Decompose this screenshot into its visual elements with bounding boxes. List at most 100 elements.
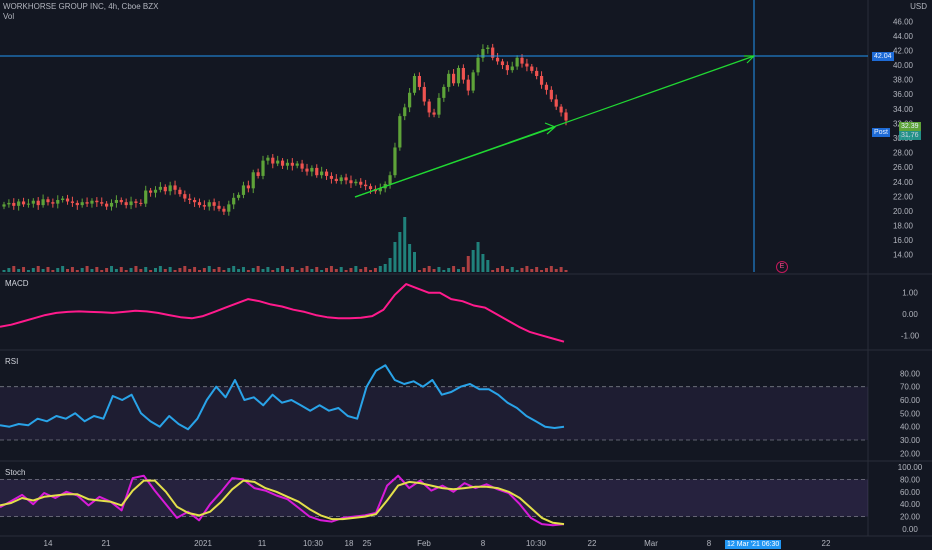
volume-bar xyxy=(329,266,333,272)
time-tick-label: 11 xyxy=(258,539,267,548)
volume-bar xyxy=(95,267,99,272)
volume-bar xyxy=(56,268,60,272)
volume-bar xyxy=(408,244,412,272)
trend-arrow-head-2 xyxy=(544,122,557,135)
volume-bar xyxy=(202,268,206,272)
volume-bar xyxy=(413,252,417,272)
volume-bar xyxy=(310,269,314,272)
time-tick-label: 22 xyxy=(822,539,831,548)
candle-body xyxy=(393,147,397,176)
candle-body xyxy=(471,72,475,91)
volume-bar xyxy=(281,266,285,272)
volume-bar xyxy=(139,269,143,272)
volume-bar xyxy=(403,217,407,272)
stoch-tick-label: 80.00 xyxy=(900,475,921,484)
volume-bar xyxy=(505,269,509,272)
candle-body xyxy=(2,204,6,207)
volume-bar xyxy=(251,268,255,272)
candle-body xyxy=(85,202,89,204)
macd-pane-label: MACD xyxy=(5,279,29,288)
candle-body xyxy=(192,200,197,203)
candle-body xyxy=(349,180,353,184)
candle-body xyxy=(408,92,412,108)
volume-bar xyxy=(261,269,265,272)
volume-bar xyxy=(119,267,123,272)
volume-bar xyxy=(491,270,495,272)
candle-body xyxy=(290,162,294,166)
stoch-tick-label: 60.00 xyxy=(900,488,921,497)
volume-bar xyxy=(114,269,118,272)
volume-bar xyxy=(197,270,201,272)
volume-bar xyxy=(26,270,30,272)
candle-body xyxy=(412,76,417,93)
volume-bar xyxy=(432,269,436,272)
candle-body xyxy=(520,57,524,64)
candle-body xyxy=(109,202,114,207)
candle-body xyxy=(310,167,314,172)
candle-body xyxy=(207,202,211,207)
stoch-tick-label: 100.00 xyxy=(898,463,923,472)
volume-bar xyxy=(378,266,382,272)
volume-bar xyxy=(227,268,231,272)
volume-bar xyxy=(437,267,441,272)
volume-bar xyxy=(75,270,79,272)
candle-body xyxy=(481,49,485,58)
stoch-k-line xyxy=(0,474,565,527)
volume-bar xyxy=(388,258,392,272)
volume-bar xyxy=(193,267,197,272)
price-tick-label: 34.00 xyxy=(893,105,914,114)
volume-bar xyxy=(456,269,460,272)
volume-bar xyxy=(70,267,74,272)
price-tick-label: 24.00 xyxy=(893,178,914,187)
volume-bar xyxy=(256,266,260,272)
time-tick-label: 22 xyxy=(588,539,597,548)
volume-bar xyxy=(549,266,553,272)
price-tick-label: 22.00 xyxy=(893,192,914,201)
candle-body xyxy=(535,70,539,76)
candle-body xyxy=(197,202,202,206)
candle-body xyxy=(70,201,75,203)
volume-bar xyxy=(354,266,358,272)
candle-body xyxy=(505,65,509,71)
volume-bar xyxy=(246,270,250,272)
volume-bar xyxy=(41,269,45,272)
rsi-tick-label: 80.00 xyxy=(900,369,921,378)
candle-body xyxy=(188,198,192,200)
rsi-tick-label: 40.00 xyxy=(900,423,921,432)
price-tick-label: 36.00 xyxy=(893,90,914,99)
candle-body xyxy=(364,184,368,187)
candle-body xyxy=(65,198,70,202)
price-tick-label: 18.00 xyxy=(893,222,914,231)
rsi-tick-label: 20.00 xyxy=(900,449,921,458)
volume-bar xyxy=(217,267,221,272)
candle-body xyxy=(447,73,451,87)
time-tick-label: Mar xyxy=(644,539,658,548)
volume-bar xyxy=(349,268,353,272)
volume-bar xyxy=(149,270,153,272)
time-tick-label: 14 xyxy=(44,539,53,548)
candle-body xyxy=(486,47,490,50)
volume-bar xyxy=(12,266,16,272)
candle-body xyxy=(368,186,373,190)
volume-bar xyxy=(134,266,138,272)
volume-bar xyxy=(17,269,21,272)
price-tick-label: 44.00 xyxy=(893,32,914,41)
candle-body xyxy=(452,73,456,84)
candle-body xyxy=(256,172,260,176)
symbol-title[interactable]: WORKHORSE GROUP INC, 4h, Cboe BZX xyxy=(3,2,159,11)
candle-body xyxy=(359,181,363,185)
time-tick-label: 25 xyxy=(363,539,372,548)
time-tick-label: Feb xyxy=(417,539,431,548)
volume-bar xyxy=(290,267,294,272)
earnings-event-icon[interactable]: E xyxy=(776,261,788,273)
volume-bar xyxy=(554,269,558,272)
volume-bar xyxy=(530,269,534,272)
candle-body xyxy=(95,200,99,203)
macd-tick-label: 0.00 xyxy=(902,310,918,319)
volume-bar xyxy=(212,269,216,272)
post-session-tag: Post xyxy=(872,128,891,137)
candle-body xyxy=(530,66,534,71)
volume-bar xyxy=(80,268,84,272)
rsi-tick-label: 60.00 xyxy=(900,396,921,405)
